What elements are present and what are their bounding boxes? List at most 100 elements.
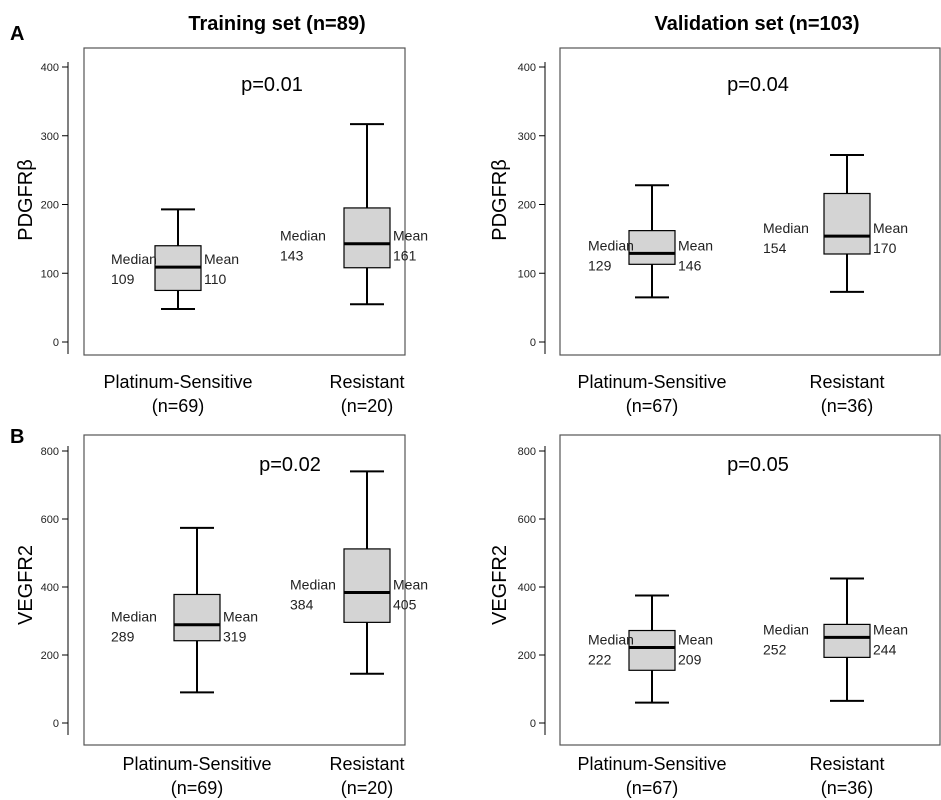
mean-label: Mean xyxy=(678,632,713,648)
iqr-box xyxy=(628,629,676,671)
y-axis-label: PDGFRβ xyxy=(15,159,37,241)
x-category-label: Resistant xyxy=(329,754,404,774)
y-tick-label: 600 xyxy=(41,514,59,526)
y-axis-label: VEGFR2 xyxy=(489,545,511,625)
x-category-n-label: (n=69) xyxy=(152,396,205,416)
mean-label: Mean xyxy=(873,220,908,236)
box-resistant: Median 384 Mean 405 xyxy=(290,470,428,675)
validation-set-title: Validation set (n=103) xyxy=(654,13,859,35)
y-tick-label: 800 xyxy=(41,446,59,458)
y-tick-label: 0 xyxy=(530,718,536,730)
median-label: Median xyxy=(588,632,634,648)
box-platinum-sensitive: Median 222 Mean 209 xyxy=(588,594,713,704)
mean-value: 244 xyxy=(873,641,897,657)
y-tick-label: 0 xyxy=(53,337,59,349)
x-category-n-label: (n=67) xyxy=(626,778,679,798)
mean-label: Mean xyxy=(223,609,258,625)
box-resistant: Median 252 Mean 244 xyxy=(763,577,908,702)
x-category-n-label: (n=20) xyxy=(341,778,394,798)
box-resistant: Median 154 Mean 170 xyxy=(763,154,908,293)
plot-frame xyxy=(83,434,406,746)
x-category-label: Resistant xyxy=(809,754,884,774)
mean-label: Mean xyxy=(678,237,713,253)
median-label: Median xyxy=(588,237,634,253)
median-label: Median xyxy=(290,576,336,592)
y-tick-label: 400 xyxy=(41,582,59,594)
box-resistant: Median 143 Mean 161 xyxy=(280,123,428,306)
median-value: 109 xyxy=(111,271,135,287)
median-value: 289 xyxy=(111,629,135,645)
y-tick-label: 300 xyxy=(41,131,59,143)
panel-letter-a: A xyxy=(10,23,24,45)
mean-value: 110 xyxy=(204,271,227,287)
p-value-label: p=0.01 xyxy=(241,74,303,96)
y-tick-label: 200 xyxy=(41,200,59,212)
iqr-box xyxy=(823,192,871,255)
y-tick-label: 0 xyxy=(53,718,59,730)
x-category-label: Resistant xyxy=(809,372,884,392)
x-category-label: Platinum-Sensitive xyxy=(103,372,252,392)
y-tick-label: 800 xyxy=(518,446,536,458)
mean-value: 161 xyxy=(393,248,417,264)
y-tick-label: 200 xyxy=(518,200,536,212)
box-platinum-sensitive: Median 129 Mean 146 xyxy=(588,184,713,299)
iqr-box xyxy=(823,623,871,658)
x-category-n-label: (n=36) xyxy=(821,778,874,798)
mean-value: 405 xyxy=(393,596,417,612)
iqr-box xyxy=(343,548,391,623)
x-category-label: Resistant xyxy=(329,372,404,392)
median-label: Median xyxy=(763,621,809,637)
y-tick-label: 100 xyxy=(41,268,59,280)
p-value-label: p=0.05 xyxy=(727,454,789,476)
x-category-label: Platinum-Sensitive xyxy=(577,754,726,774)
mean-label: Mean xyxy=(393,576,428,592)
y-tick-label: 100 xyxy=(518,268,536,280)
box-platinum-sensitive: Median 289 Mean 319 xyxy=(111,526,258,694)
mean-value: 319 xyxy=(223,629,247,645)
y-tick-label: 400 xyxy=(518,582,536,594)
median-label: Median xyxy=(763,220,809,236)
y-tick-label: 300 xyxy=(518,131,536,143)
iqr-box xyxy=(628,230,676,265)
chart-panels: 0 100 200 300 400 PDGFRβ p=0.01 Median 109 Mean 11… xyxy=(15,47,941,798)
mean-label: Mean xyxy=(873,621,908,637)
x-category-n-label: (n=67) xyxy=(626,396,679,416)
training-set-title: Training set (n=89) xyxy=(188,13,365,35)
y-tick-label: 400 xyxy=(41,62,59,74)
median-value: 252 xyxy=(763,641,787,657)
mean-label: Mean xyxy=(393,228,428,244)
y-axis-label: VEGFR2 xyxy=(15,545,37,625)
median-value: 154 xyxy=(763,240,787,256)
iqr-box xyxy=(343,207,391,269)
panel-letter-b: B xyxy=(10,426,24,448)
median-label: Median xyxy=(111,251,157,267)
x-category-label: Platinum-Sensitive xyxy=(577,372,726,392)
box-platinum-sensitive: Median 109 Mean 110 xyxy=(111,208,239,310)
mean-value: 170 xyxy=(873,240,897,256)
p-value-label: p=0.02 xyxy=(259,454,321,476)
p-value-label: p=0.04 xyxy=(727,74,789,96)
median-value: 129 xyxy=(588,257,612,273)
plot-frame xyxy=(559,434,941,746)
y-tick-label: 400 xyxy=(518,62,536,74)
y-tick-label: 600 xyxy=(518,514,536,526)
median-value: 384 xyxy=(290,596,314,612)
x-category-n-label: (n=20) xyxy=(341,396,394,416)
mean-label: Mean xyxy=(204,251,239,267)
y-tick-label: 200 xyxy=(41,650,59,662)
median-value: 222 xyxy=(588,652,612,668)
mean-value: 209 xyxy=(678,652,702,668)
median-label: Median xyxy=(280,228,326,244)
y-tick-label: 0 xyxy=(530,337,536,349)
y-tick-label: 200 xyxy=(518,650,536,662)
mean-value: 146 xyxy=(678,257,702,273)
plot-frame xyxy=(559,47,941,356)
median-value: 143 xyxy=(280,248,304,264)
plot-frame xyxy=(83,47,406,356)
y-axis-label: PDGFRβ xyxy=(489,159,511,241)
x-category-n-label: (n=36) xyxy=(821,396,874,416)
x-category-n-label: (n=69) xyxy=(171,778,224,798)
median-label: Median xyxy=(111,609,157,625)
iqr-box xyxy=(173,593,221,642)
